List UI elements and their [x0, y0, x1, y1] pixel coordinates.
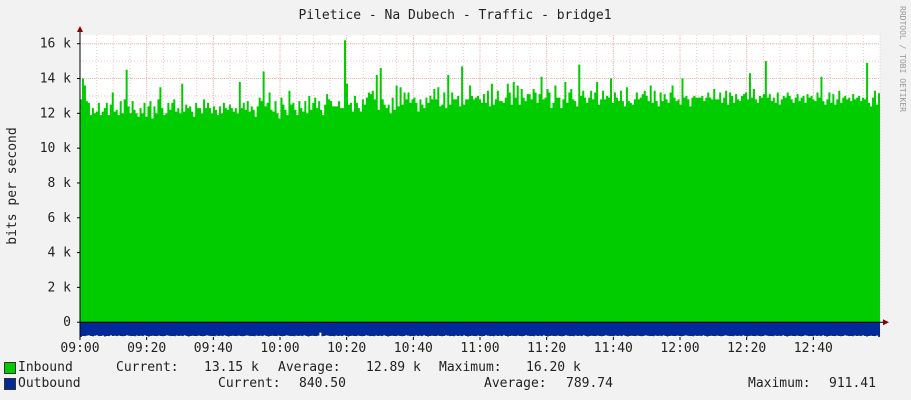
- y-tick-label: 14 k: [40, 72, 71, 87]
- x-tick-label: 12:20: [727, 341, 766, 356]
- legend-current-label-inbound: Current:: [116, 360, 179, 375]
- y-axis-label: bits per second: [5, 127, 20, 244]
- series-layer: [80, 40, 880, 337]
- legend-swatch-inbound: [4, 362, 16, 374]
- legend-maximum-label-inbound: Maximum:: [439, 360, 502, 375]
- series-area-inbound: [80, 40, 880, 323]
- legend-row-inbound: Inbound Current: 13.15 k Average: 12.89 k Max…: [18, 360, 581, 375]
- legend-current-inbound: 13.15 k: [204, 360, 259, 375]
- x-tick-label: 09:40: [194, 341, 233, 356]
- x-tick-label: 09:20: [127, 341, 166, 356]
- legend-average-label-inbound: Average:: [278, 360, 341, 375]
- x-tick-label: 12:00: [660, 341, 699, 356]
- y-tick-label: 10 k: [40, 141, 71, 156]
- legend-maximum-outbound: 911.41: [829, 376, 876, 391]
- y-tick-label: 12 k: [40, 106, 71, 121]
- x-tick-label: 11:20: [527, 341, 566, 356]
- x-tick-label: 11:00: [460, 341, 499, 356]
- legend-average-label-outbound: Average:: [484, 376, 547, 391]
- legend-maximum-label-outbound: Maximum:: [748, 376, 811, 391]
- legend-maximum-inbound: 16.20 k: [526, 360, 581, 375]
- y-tick-label: 4 k: [48, 246, 72, 261]
- x-axis-arrow: [883, 319, 889, 326]
- legend-current-outbound: 840.50: [299, 376, 346, 391]
- x-tick-label: 10:40: [394, 341, 433, 356]
- legend-row-outbound: Outbound Current: 840.50 Average: 789.74 Maxi…: [18, 376, 876, 391]
- legend-swatch-outbound: [4, 378, 16, 390]
- legend-current-label-outbound: Current:: [218, 376, 281, 391]
- tick-labels: 09:00 09:20 09:40 10:00 10:20 10:40 11:00 11:20…: [40, 37, 833, 356]
- series-area-outbound: [80, 322, 880, 337]
- x-tick-label: 11:40: [594, 341, 633, 356]
- x-tick-label: 12:40: [794, 341, 833, 356]
- y-tick-label: 0: [63, 315, 71, 330]
- y-tick-label: 6 k: [48, 211, 72, 226]
- y-tick-label: 8 k: [48, 176, 72, 191]
- x-tick-label: 10:00: [260, 341, 299, 356]
- y-axis-arrow: [77, 26, 83, 32]
- legend-average-inbound: 12.89 k: [366, 360, 421, 375]
- watermark: RRDTOOL / TOBI OETIKER: [898, 6, 907, 112]
- axes: [77, 26, 889, 340]
- y-tick-label: 16 k: [40, 37, 71, 52]
- x-tick-label: 10:20: [327, 341, 366, 356]
- legend-name-outbound: Outbound: [18, 376, 81, 391]
- y-tick-label: 2 k: [48, 280, 72, 295]
- legend-name-inbound: Inbound: [18, 360, 73, 375]
- x-tick-label: 09:00: [60, 341, 99, 356]
- legend-average-outbound: 789.74: [566, 376, 613, 391]
- chart-title: Piletice - Na Dubech - Traffic - bridge1: [298, 8, 611, 23]
